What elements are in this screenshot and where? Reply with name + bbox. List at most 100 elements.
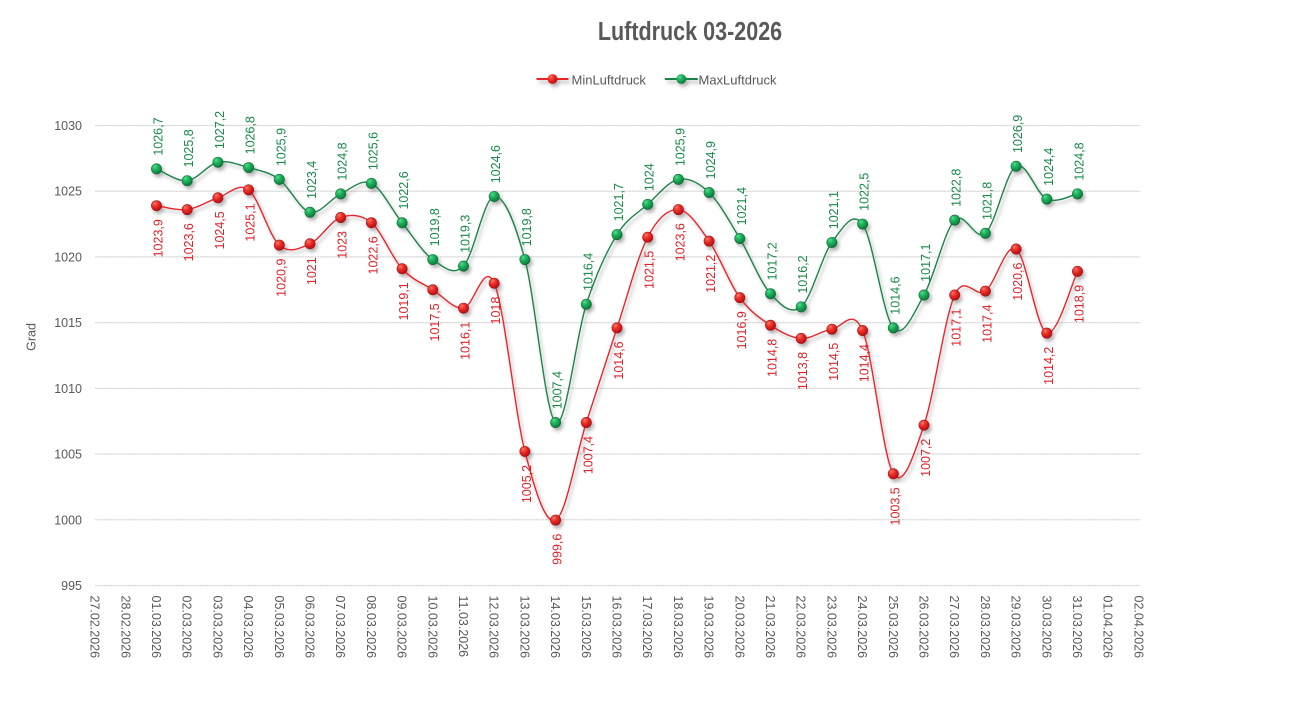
svg-text:06.03.2026: 06.03.2026 bbox=[303, 596, 317, 659]
svg-text:1010: 1010 bbox=[54, 382, 82, 396]
svg-text:1016,9: 1016,9 bbox=[735, 311, 749, 349]
svg-text:14.03.2026: 14.03.2026 bbox=[548, 596, 562, 659]
svg-text:1024,8: 1024,8 bbox=[336, 142, 350, 180]
svg-text:11.03.2026: 11.03.2026 bbox=[456, 596, 470, 658]
svg-text:18.03.2026: 18.03.2026 bbox=[671, 596, 685, 659]
svg-text:MinLuftdruck: MinLuftdruck bbox=[572, 72, 647, 87]
svg-text:21.03.2026: 21.03.2026 bbox=[763, 596, 777, 659]
svg-text:1017,5: 1017,5 bbox=[428, 303, 442, 341]
svg-text:17.03.2026: 17.03.2026 bbox=[640, 596, 654, 659]
svg-text:03.03.2026: 03.03.2026 bbox=[210, 596, 224, 659]
svg-text:1014,8: 1014,8 bbox=[766, 339, 780, 377]
svg-text:29.03.2026: 29.03.2026 bbox=[1009, 596, 1023, 659]
svg-text:1025,8: 1025,8 bbox=[182, 129, 196, 167]
svg-text:07.03.2026: 07.03.2026 bbox=[333, 596, 347, 659]
svg-text:30.03.2026: 30.03.2026 bbox=[1039, 596, 1053, 659]
svg-text:27.03.2026: 27.03.2026 bbox=[947, 596, 961, 659]
svg-text:Grad: Grad bbox=[25, 323, 39, 351]
svg-text:24.03.2026: 24.03.2026 bbox=[855, 596, 869, 659]
svg-text:13.03.2026: 13.03.2026 bbox=[517, 596, 531, 659]
svg-text:1021,7: 1021,7 bbox=[612, 183, 626, 221]
svg-text:1020,6: 1020,6 bbox=[1011, 262, 1025, 300]
svg-text:1017,4: 1017,4 bbox=[980, 305, 994, 343]
svg-text:1019,3: 1019,3 bbox=[459, 215, 473, 253]
svg-text:1007,2: 1007,2 bbox=[919, 439, 933, 477]
svg-text:1015: 1015 bbox=[54, 316, 82, 330]
svg-text:1019,1: 1019,1 bbox=[397, 282, 411, 320]
svg-text:1022,6: 1022,6 bbox=[397, 171, 411, 209]
svg-text:1007,4: 1007,4 bbox=[551, 371, 565, 409]
svg-text:08.03.2026: 08.03.2026 bbox=[364, 596, 378, 659]
svg-text:28.02.2026: 28.02.2026 bbox=[118, 596, 132, 659]
svg-text:1026,8: 1026,8 bbox=[244, 116, 258, 154]
svg-text:1021: 1021 bbox=[305, 257, 319, 285]
svg-text:1022,6: 1022,6 bbox=[366, 236, 380, 274]
svg-text:1030: 1030 bbox=[54, 119, 82, 133]
svg-text:1003,5: 1003,5 bbox=[888, 487, 902, 525]
svg-text:1024,8: 1024,8 bbox=[1073, 142, 1087, 180]
svg-text:1023,6: 1023,6 bbox=[182, 223, 196, 261]
svg-text:23.03.2026: 23.03.2026 bbox=[824, 596, 838, 659]
svg-text:1024,4: 1024,4 bbox=[1042, 148, 1056, 186]
svg-text:19.03.2026: 19.03.2026 bbox=[702, 596, 716, 659]
svg-text:27.02.2026: 27.02.2026 bbox=[88, 596, 102, 659]
svg-text:1025: 1025 bbox=[54, 185, 82, 199]
svg-text:1014,2: 1014,2 bbox=[1042, 347, 1056, 385]
svg-text:05.03.2026: 05.03.2026 bbox=[272, 596, 286, 659]
svg-text:1000: 1000 bbox=[54, 513, 82, 527]
svg-text:1019,8: 1019,8 bbox=[520, 208, 534, 246]
svg-text:1021,5: 1021,5 bbox=[643, 251, 657, 289]
svg-text:1025,9: 1025,9 bbox=[673, 128, 687, 166]
svg-text:01.03.2026: 01.03.2026 bbox=[149, 596, 163, 659]
svg-text:Luftdruck 03-2026: Luftdruck 03-2026 bbox=[598, 18, 782, 46]
svg-text:1007,4: 1007,4 bbox=[581, 436, 595, 474]
svg-text:02.04.2026: 02.04.2026 bbox=[1131, 596, 1145, 659]
svg-text:26.03.2026: 26.03.2026 bbox=[917, 596, 931, 659]
svg-text:1023,9: 1023,9 bbox=[152, 219, 166, 257]
svg-text:1020: 1020 bbox=[54, 250, 82, 264]
svg-text:1025,1: 1025,1 bbox=[244, 203, 258, 241]
svg-text:25.03.2026: 25.03.2026 bbox=[886, 596, 900, 659]
svg-text:1024,6: 1024,6 bbox=[489, 145, 503, 183]
svg-text:16.03.2026: 16.03.2026 bbox=[610, 596, 624, 659]
svg-text:12.03.2026: 12.03.2026 bbox=[487, 596, 501, 659]
svg-text:1016,1: 1016,1 bbox=[459, 322, 473, 360]
svg-text:09.03.2026: 09.03.2026 bbox=[395, 596, 409, 659]
svg-text:1021,1: 1021,1 bbox=[827, 191, 841, 229]
svg-text:1021,2: 1021,2 bbox=[704, 255, 718, 293]
svg-text:1024,9: 1024,9 bbox=[704, 141, 718, 179]
svg-text:22.03.2026: 22.03.2026 bbox=[794, 596, 808, 659]
svg-text:20.03.2026: 20.03.2026 bbox=[732, 596, 746, 659]
svg-text:999,6: 999,6 bbox=[551, 534, 565, 565]
svg-text:01.04.2026: 01.04.2026 bbox=[1101, 596, 1115, 659]
svg-text:02.03.2026: 02.03.2026 bbox=[180, 596, 194, 659]
svg-text:1017,1: 1017,1 bbox=[950, 308, 964, 346]
svg-text:1017,1: 1017,1 bbox=[919, 244, 933, 282]
svg-text:1025,6: 1025,6 bbox=[366, 132, 380, 170]
svg-text:1022,5: 1022,5 bbox=[858, 173, 872, 211]
svg-text:1016,2: 1016,2 bbox=[796, 255, 810, 293]
svg-text:1020,9: 1020,9 bbox=[274, 259, 288, 297]
svg-text:1026,7: 1026,7 bbox=[152, 117, 166, 155]
svg-text:31.03.2026: 31.03.2026 bbox=[1070, 596, 1084, 659]
svg-text:1021,8: 1021,8 bbox=[980, 182, 994, 220]
svg-text:1005,2: 1005,2 bbox=[520, 465, 534, 503]
svg-text:1019,8: 1019,8 bbox=[428, 208, 442, 246]
svg-text:1018: 1018 bbox=[489, 297, 503, 325]
svg-text:1005: 1005 bbox=[54, 448, 82, 462]
svg-text:1023: 1023 bbox=[336, 231, 350, 259]
svg-text:1023,4: 1023,4 bbox=[305, 161, 319, 199]
svg-text:1024: 1024 bbox=[643, 163, 657, 191]
svg-text:1025,9: 1025,9 bbox=[274, 128, 288, 166]
svg-text:10.03.2026: 10.03.2026 bbox=[425, 596, 439, 659]
svg-text:28.03.2026: 28.03.2026 bbox=[978, 596, 992, 659]
svg-text:1016,4: 1016,4 bbox=[581, 253, 595, 291]
svg-text:1018,9: 1018,9 bbox=[1073, 285, 1087, 323]
svg-text:1013,8: 1013,8 bbox=[796, 352, 810, 390]
svg-text:1014,4: 1014,4 bbox=[858, 344, 872, 382]
svg-text:1017,2: 1017,2 bbox=[766, 242, 780, 280]
svg-text:1014,6: 1014,6 bbox=[888, 276, 902, 314]
svg-text:1021,4: 1021,4 bbox=[735, 187, 749, 225]
svg-text:15.03.2026: 15.03.2026 bbox=[579, 596, 593, 659]
svg-text:1014,6: 1014,6 bbox=[612, 341, 626, 379]
